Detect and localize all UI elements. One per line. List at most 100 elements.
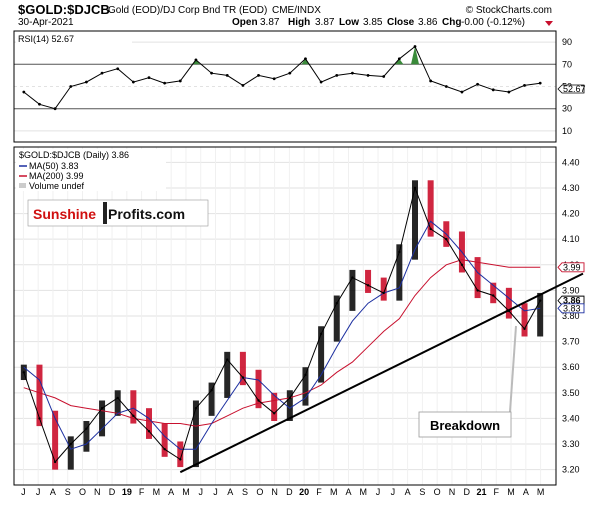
price-bar <box>177 441 184 468</box>
rsi-overbought-area <box>301 58 310 65</box>
legend-ma50: MA(50) 3.83 <box>29 161 79 171</box>
x-tick-label: S <box>419 487 425 497</box>
rsi-y-tick-label: 70 <box>562 59 572 69</box>
price-point <box>163 447 166 451</box>
x-tick-label: M <box>507 487 515 497</box>
rsi-point <box>194 58 198 62</box>
rsi-y-tick-label: 10 <box>562 126 572 136</box>
x-tick-label: M <box>182 487 190 497</box>
price-point <box>85 427 88 430</box>
price-point <box>445 237 448 241</box>
x-tick-label: A <box>50 487 56 497</box>
price-bar <box>286 390 293 421</box>
rsi-point <box>38 102 41 106</box>
x-tick-label: J <box>213 487 218 497</box>
price-bar <box>333 295 340 342</box>
rsi-point <box>53 107 57 111</box>
rsi-y-tick-label: 90 <box>562 37 572 47</box>
x-tick-label: J <box>198 487 203 497</box>
close-label: Close <box>387 17 415 28</box>
open-value: 3.87 <box>260 17 280 28</box>
price-bar <box>239 351 246 386</box>
price-bar <box>224 351 231 398</box>
rsi-point <box>476 82 479 86</box>
price-bar <box>36 364 43 427</box>
x-tick-label: S <box>65 487 71 497</box>
price-y-tick-label: 4.20 <box>562 209 580 219</box>
price-y-tick-label: 3.40 <box>562 413 580 423</box>
price-points <box>22 186 542 464</box>
low-label: Low <box>339 17 359 28</box>
price-y-tick-label: 3.60 <box>562 362 580 372</box>
x-tick-label: J <box>391 487 396 497</box>
rsi-point <box>444 85 448 88</box>
rsi-point <box>366 74 370 77</box>
rsi-last-tag: 52.67 <box>557 84 586 94</box>
x-tick-label: A <box>405 487 411 497</box>
price-bar <box>130 390 137 424</box>
price-y-tick-label: 3.80 <box>562 311 580 321</box>
legend-symbol: $GOLD:$DJCB (Daily) 3.86 <box>19 150 129 160</box>
x-tick-label: M <box>330 487 338 497</box>
rsi-legend: RSI(14) 52.67 <box>18 34 74 44</box>
rsi-point <box>272 77 276 81</box>
price-bar <box>146 408 152 439</box>
price-bar <box>99 400 106 437</box>
rsi-point <box>22 90 26 94</box>
price-bar <box>349 269 356 311</box>
price-point <box>257 399 260 402</box>
x-tick-label: N <box>94 487 101 497</box>
rsi-point <box>304 57 307 61</box>
rsi-point <box>116 67 120 71</box>
rsi-point <box>538 81 542 85</box>
rsi-point <box>147 76 151 80</box>
rsi-point <box>257 74 260 77</box>
price-point <box>241 376 245 379</box>
price-y-tick-label: 3.30 <box>562 439 580 449</box>
price-point <box>53 460 57 464</box>
price-bar <box>490 282 497 304</box>
price-bar <box>255 369 262 409</box>
price-point <box>413 186 417 190</box>
down-triangle-icon <box>545 21 553 26</box>
low-value: 3.85 <box>363 17 383 28</box>
price-bar <box>396 244 403 301</box>
price-bar <box>537 292 544 337</box>
price-point <box>429 227 432 231</box>
price-bar <box>474 257 481 299</box>
rsi-point <box>85 80 88 84</box>
price-bar <box>271 392 278 421</box>
close-value: 3.86 <box>418 17 438 28</box>
price-point <box>366 284 370 287</box>
rsi-point <box>131 80 135 84</box>
breakdown-box <box>418 411 512 438</box>
price-line <box>23 186 541 463</box>
chg-value: -0.00 (-0.12%) <box>461 17 525 28</box>
rsi-legend-bg <box>16 33 132 45</box>
price-y-tick-label: 4.10 <box>562 234 580 244</box>
x-tick-label: A <box>168 487 174 497</box>
rsi-y-tick-label: 30 <box>562 104 572 114</box>
price-point <box>304 373 307 377</box>
ma200-line <box>23 259 541 427</box>
rsi-point <box>382 75 386 78</box>
price-y-ticks: 4.404.304.204.104.003.903.803.703.603.50… <box>562 157 580 474</box>
price-point <box>179 458 182 461</box>
price-tag: 3.83 <box>557 303 585 313</box>
symbol-description: Gold (EOD)/DJ Corp Bnd TR (EOD) <box>108 5 267 16</box>
price-point <box>523 327 526 331</box>
rsi-overbought-area <box>411 46 419 65</box>
x-tick-label: D <box>286 487 293 497</box>
rsi-point <box>210 71 213 75</box>
rsi-overbought-area <box>395 58 404 65</box>
x-tick-label: 19 <box>122 487 132 497</box>
price-panel-border <box>13 146 557 486</box>
price-point <box>476 289 479 292</box>
price-bar <box>83 420 90 452</box>
rsi-point <box>163 81 167 85</box>
rsi-point <box>523 83 526 87</box>
price-point <box>100 406 104 410</box>
trendline <box>179 272 584 474</box>
rsi-point <box>100 71 104 75</box>
